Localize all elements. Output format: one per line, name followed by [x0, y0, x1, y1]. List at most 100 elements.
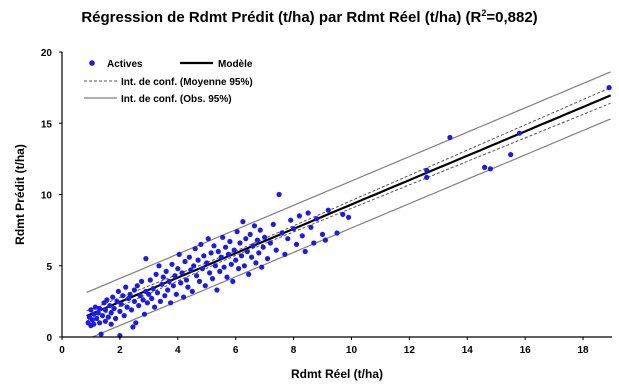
data-point [299, 233, 305, 239]
data-point [186, 254, 192, 260]
legend-label-obs-ci: Int. de conf. (Obs. 95%) [121, 94, 232, 105]
data-point [346, 214, 352, 220]
data-point [133, 320, 139, 326]
data-point [183, 277, 190, 283]
legend: Actives Modèle Int. de conf. (Moyenne 95%)… [84, 59, 253, 105]
data-point [114, 298, 120, 304]
data-point [168, 300, 174, 306]
data-point [240, 219, 246, 225]
data-point [482, 164, 488, 170]
data-point [160, 274, 166, 280]
data-point [447, 134, 453, 141]
data-point [256, 250, 262, 256]
y-tick-label: 20 [41, 48, 53, 59]
data-point [110, 294, 116, 300]
data-point [606, 85, 612, 91]
data-point [221, 264, 227, 270]
x-tick-label: 0 [59, 345, 65, 356]
data-point [113, 315, 119, 322]
x-tick-label: 8 [291, 345, 297, 356]
data-point [123, 284, 129, 290]
data-point [99, 313, 106, 319]
data-point [89, 317, 95, 323]
data-point [224, 274, 230, 280]
data-point [215, 248, 221, 255]
data-point [179, 270, 185, 276]
data-point [141, 311, 148, 317]
data-point [424, 167, 430, 173]
data-point [201, 253, 207, 259]
data-point [199, 266, 205, 272]
data-point [117, 308, 123, 314]
data-point [162, 293, 168, 299]
data-point [137, 293, 143, 299]
data-point [131, 298, 137, 304]
model-line [86, 94, 612, 318]
x-tick-label: 6 [233, 345, 239, 356]
data-point [118, 301, 124, 307]
data-point [217, 268, 223, 274]
y-tick-labels: 0 5 10 15 20 [41, 48, 53, 344]
data-point [173, 291, 179, 297]
x-tick-label: 4 [175, 345, 181, 356]
chart-title-superscript: 2 [481, 8, 487, 18]
data-point [104, 297, 110, 303]
data-point [143, 256, 149, 262]
data-point [487, 166, 493, 172]
data-point [223, 244, 229, 250]
data-point [154, 290, 161, 296]
data-point [191, 263, 197, 269]
data-point [147, 277, 153, 283]
data-point [225, 251, 231, 257]
data-point [319, 231, 326, 237]
data-point [91, 321, 97, 327]
data-point [124, 304, 130, 310]
data-point [128, 307, 135, 313]
data-point [115, 288, 121, 294]
data-point [207, 270, 213, 276]
data-point [241, 263, 247, 269]
data-point [139, 278, 145, 284]
axes [59, 51, 612, 340]
data-point [130, 324, 136, 330]
data-point [243, 236, 249, 242]
data-point [146, 291, 152, 297]
data-point [264, 256, 271, 262]
legend-marker-actives [89, 60, 95, 66]
data-point [105, 314, 111, 320]
data-point [231, 247, 237, 253]
data-point [247, 231, 253, 237]
y-tick-label: 10 [41, 191, 53, 202]
data-point [121, 313, 127, 319]
data-point [131, 287, 137, 293]
data-point [246, 271, 252, 277]
data-points [85, 85, 612, 339]
data-point [97, 320, 103, 326]
ci-and-model-lines [86, 71, 612, 337]
data-point [140, 297, 146, 303]
data-point [291, 226, 297, 232]
data-point [228, 261, 234, 267]
data-point [250, 243, 256, 249]
data-point [314, 216, 320, 222]
data-point [108, 321, 114, 327]
data-point [262, 234, 268, 240]
data-point [176, 251, 182, 257]
data-point [165, 287, 171, 293]
data-point [288, 217, 294, 223]
data-point [202, 283, 208, 289]
data-point [194, 273, 200, 279]
data-point [227, 238, 233, 245]
data-point [293, 241, 300, 247]
data-point [159, 281, 165, 287]
data-point [205, 236, 211, 242]
data-point [198, 241, 204, 247]
x-tick-labels: 0 2 4 6 8 10 12 14 16 18 [59, 345, 589, 356]
data-point [234, 229, 240, 235]
data-point [107, 303, 113, 309]
data-point [249, 254, 255, 260]
x-tick-label: 18 [577, 345, 589, 356]
data-point [260, 244, 266, 250]
data-point [285, 236, 291, 242]
